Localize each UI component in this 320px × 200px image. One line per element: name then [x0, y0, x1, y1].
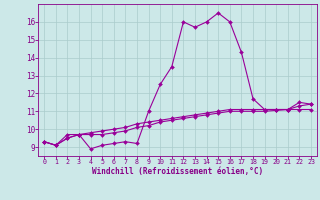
- X-axis label: Windchill (Refroidissement éolien,°C): Windchill (Refroidissement éolien,°C): [92, 167, 263, 176]
